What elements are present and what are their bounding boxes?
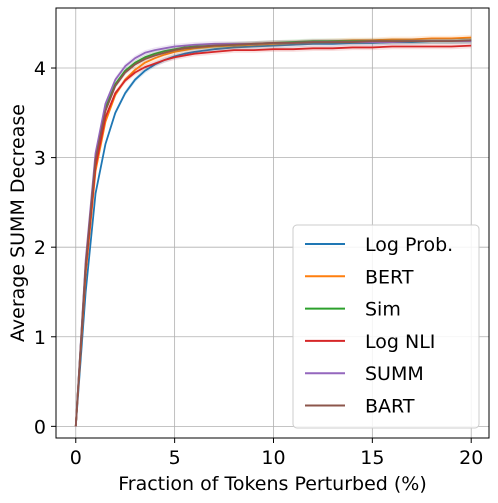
plot-frame — [55, 7, 490, 439]
series-lines — [74, 34, 472, 427]
legend-label-summ: SUMM — [365, 363, 424, 385]
y-tick-label: 0 — [34, 416, 46, 438]
x-tick-label: 0 — [70, 447, 82, 469]
y-tick-label: 2 — [34, 237, 46, 259]
series-band-summ — [75, 38, 472, 427]
x-axis-label: Fraction of Tokens Perturbed (%) — [118, 473, 427, 495]
legend-label-bert: BERT — [365, 266, 414, 288]
grid-lines — [56, 8, 489, 438]
x-tick-label: 15 — [360, 447, 384, 469]
series-line-bart — [74, 39, 472, 427]
y-axis-label: Average SUMM Decrease — [7, 104, 29, 342]
legend-label-bart: BART — [365, 396, 415, 418]
legend-label-sim: Sim — [365, 299, 401, 321]
x-tick-label: 10 — [261, 447, 285, 469]
legend-label-log-prob: Log Prob. — [365, 234, 453, 256]
y-tick-label: 4 — [34, 58, 46, 80]
x-tick-label: 20 — [459, 447, 483, 469]
y-tick-label: 3 — [34, 148, 46, 170]
series-line-log-nli — [74, 44, 472, 427]
legend: Log Prob. BERT Sim Log NLI SUMM BART — [292, 224, 480, 429]
axis-ticks: 0 5 10 15 20 0 1 2 3 4 — [34, 58, 483, 469]
legend-label-log-nli: Log NLI — [365, 331, 435, 353]
y-tick-label: 1 — [34, 327, 46, 349]
x-tick-label: 5 — [169, 447, 181, 469]
